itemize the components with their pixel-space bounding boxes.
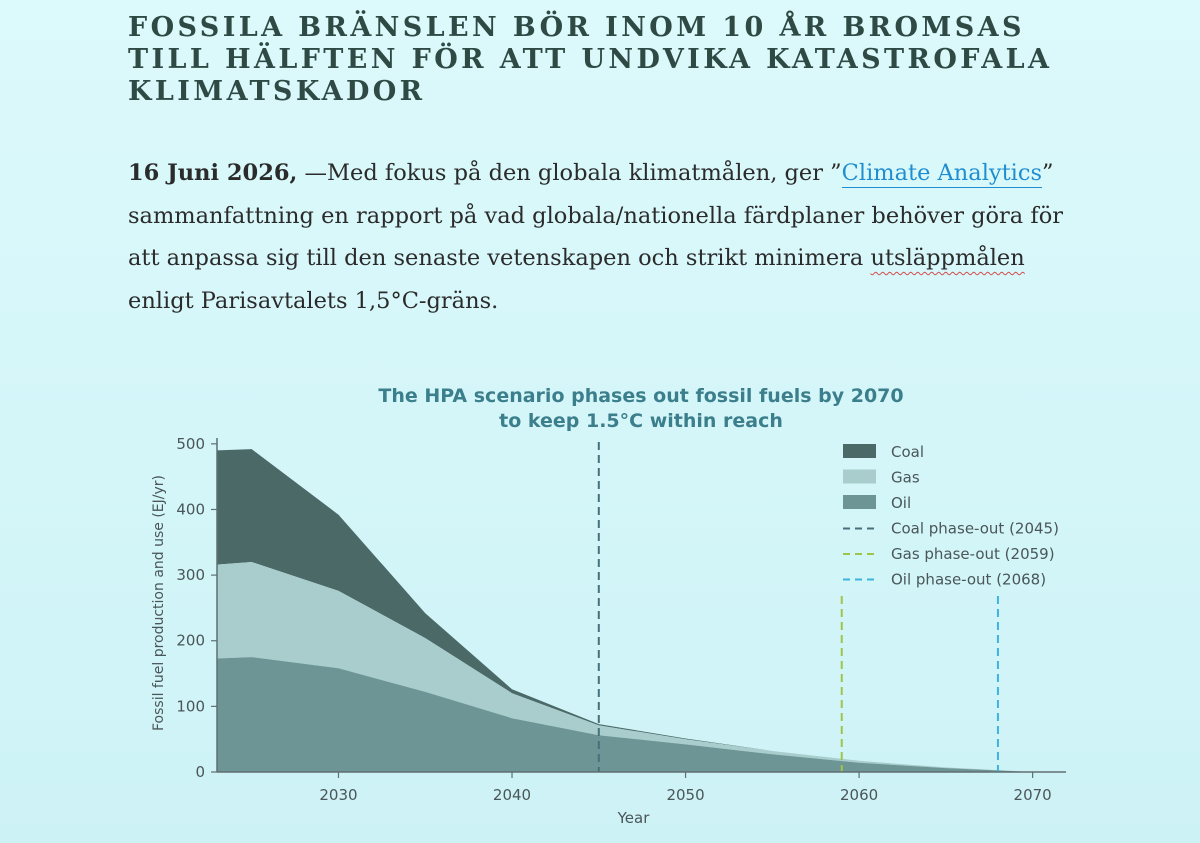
lead-text-part2: ” sammanfattning en rapport på vad globa… (128, 160, 1064, 271)
legend-swatch-coal (843, 444, 876, 458)
x-tick-label-2060: 2060 (840, 786, 878, 804)
fossil-fuel-chart: The HPA scenario phases out fossil fuels… (151, 385, 1066, 827)
article-date: 16 Juni 2026, (128, 160, 298, 186)
y-tick-label-100: 100 (176, 697, 205, 715)
x-tick-label-2030: 2030 (319, 786, 357, 804)
x-tick-label-2050: 2050 (666, 786, 704, 804)
x-tick-label-2040: 2040 (493, 786, 531, 804)
climate-analytics-link[interactable]: Climate Analytics (841, 160, 1042, 188)
x-axis-label: Year (617, 809, 651, 827)
legend-label-phase-out-2059: Gas phase-out (2059) (891, 545, 1055, 563)
article-lead: 16 Juni 2026, —Med fokus på den globala … (128, 152, 1088, 322)
area-series-oil (217, 657, 1033, 772)
chart-title-line2: to keep 1.5°C within reach (499, 410, 783, 432)
chart-title-line1: The HPA scenario phases out fossil fuels… (378, 385, 903, 407)
legend-label-oil: Oil (891, 494, 911, 512)
legend-swatch-gas (843, 469, 876, 484)
legend-label-coal: Coal (891, 443, 924, 461)
y-tick-label-200: 200 (176, 632, 205, 650)
legend-label-gas: Gas (891, 469, 920, 487)
y-tick-label-0: 0 (195, 763, 205, 781)
lead-text-part3: enligt Parisavtalets 1,5°C-gräns. (128, 287, 499, 314)
area-series-coal (217, 449, 1033, 772)
legend-label-phase-out-2068: Oil phase-out (2068) (891, 571, 1046, 589)
y-axis-label: Fossil fuel production and use (EJ/yr) (151, 475, 167, 731)
area-series-gas (217, 562, 1033, 772)
lead-text-part1: —Med fokus på den globala klimatmålen, g… (297, 160, 842, 186)
spellcheck-flagged-word: utsläppmålen (870, 245, 1025, 271)
x-tick-label-2070: 2070 (1014, 786, 1052, 804)
article-title: Fossila bränslen bör inom 10 år bromsas … (128, 12, 1053, 107)
y-tick-label-300: 300 (176, 566, 205, 584)
legend-label-phase-out-2045: Coal phase-out (2045) (891, 520, 1059, 538)
legend-swatch-oil (843, 495, 876, 509)
y-tick-label-400: 400 (176, 500, 205, 518)
y-tick-label-500: 500 (176, 435, 205, 453)
